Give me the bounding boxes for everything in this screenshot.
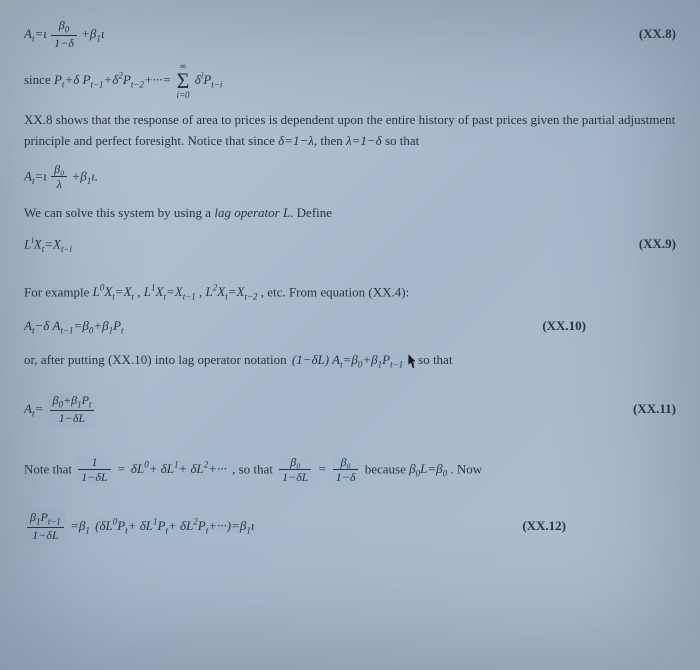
eq8-number: (XX.8)	[619, 26, 676, 42]
para-4: or, after putting (XX.10) into lag opera…	[24, 349, 676, 373]
highlight-1: (1−δL) At=β0+β1Pt−1	[290, 352, 408, 367]
para-1: XX.8 shows that the response of area to …	[24, 110, 676, 152]
equation-xx12: β1Pt−1 1−δL =β1 (δL0Pt+ δL1Pt+ δL2Pt+···…	[24, 510, 676, 544]
since-line: since Pt+δ Pt−1+δ2Pt−2+···= ∞ Σ i=0 δiPt…	[24, 62, 676, 100]
eq8-A-sub: t	[32, 33, 35, 43]
note-line: Note that 1 1−δL = δL0+ δL1+ δL2+··· , s…	[24, 455, 676, 486]
eq10-number: (XX.10)	[522, 318, 676, 334]
eq8-frac: β0 1−δ	[51, 18, 77, 52]
para-3: For example L0Xt=Xt , L1Xt=Xt−1 , L2Xt=X…	[24, 281, 676, 305]
eq8-iota1: ι	[43, 26, 47, 41]
eq11-frac: β0+β1Pt 1−δL	[48, 393, 97, 427]
eq12-number: (XX.12)	[502, 518, 676, 534]
eq11-number: (XX.11)	[613, 401, 676, 417]
sigma-sum: ∞ Σ i=0	[176, 62, 189, 100]
equation-xx11: At= β0+β1Pt 1−δL (XX.11)	[24, 393, 676, 427]
para-2: We can solve this system by using a lag …	[24, 203, 676, 223]
equation-xx10: At−δ At−1=β0+β1Pt (XX.10)	[24, 315, 676, 339]
equation-xx8b: At=ι β₀ λ +β1ι.	[24, 162, 676, 193]
eq8-body: At=ι β0 1−δ +β1ι	[24, 18, 104, 52]
eq9-number: (XX.9)	[619, 236, 676, 252]
eq8-A: A	[24, 26, 32, 41]
equation-xx8: At=ι β0 1−δ +β1ι (XX.8)	[24, 18, 676, 52]
equation-xx9: LiXt=Xt−i (XX.9)	[24, 233, 676, 257]
